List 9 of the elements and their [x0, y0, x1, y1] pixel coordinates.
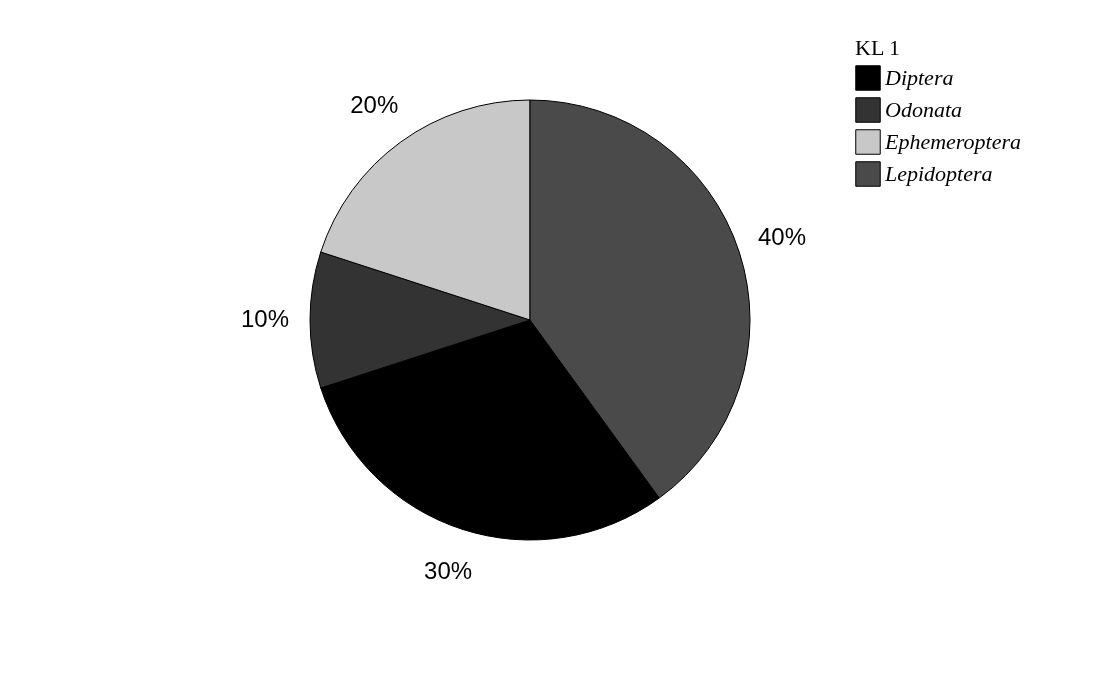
data-label: 10%	[240, 305, 290, 332]
legend-title: KL 1	[855, 35, 901, 60]
legend-label: Lepidoptera	[884, 161, 993, 186]
legend-label: Ephemeroptera	[884, 129, 1022, 154]
data-label: 40%	[758, 223, 807, 251]
legend-label: Odonata	[885, 97, 962, 122]
data-label: 20%	[350, 90, 399, 118]
data-label: 30%	[424, 557, 473, 585]
legend-label: Diptera	[884, 65, 954, 90]
